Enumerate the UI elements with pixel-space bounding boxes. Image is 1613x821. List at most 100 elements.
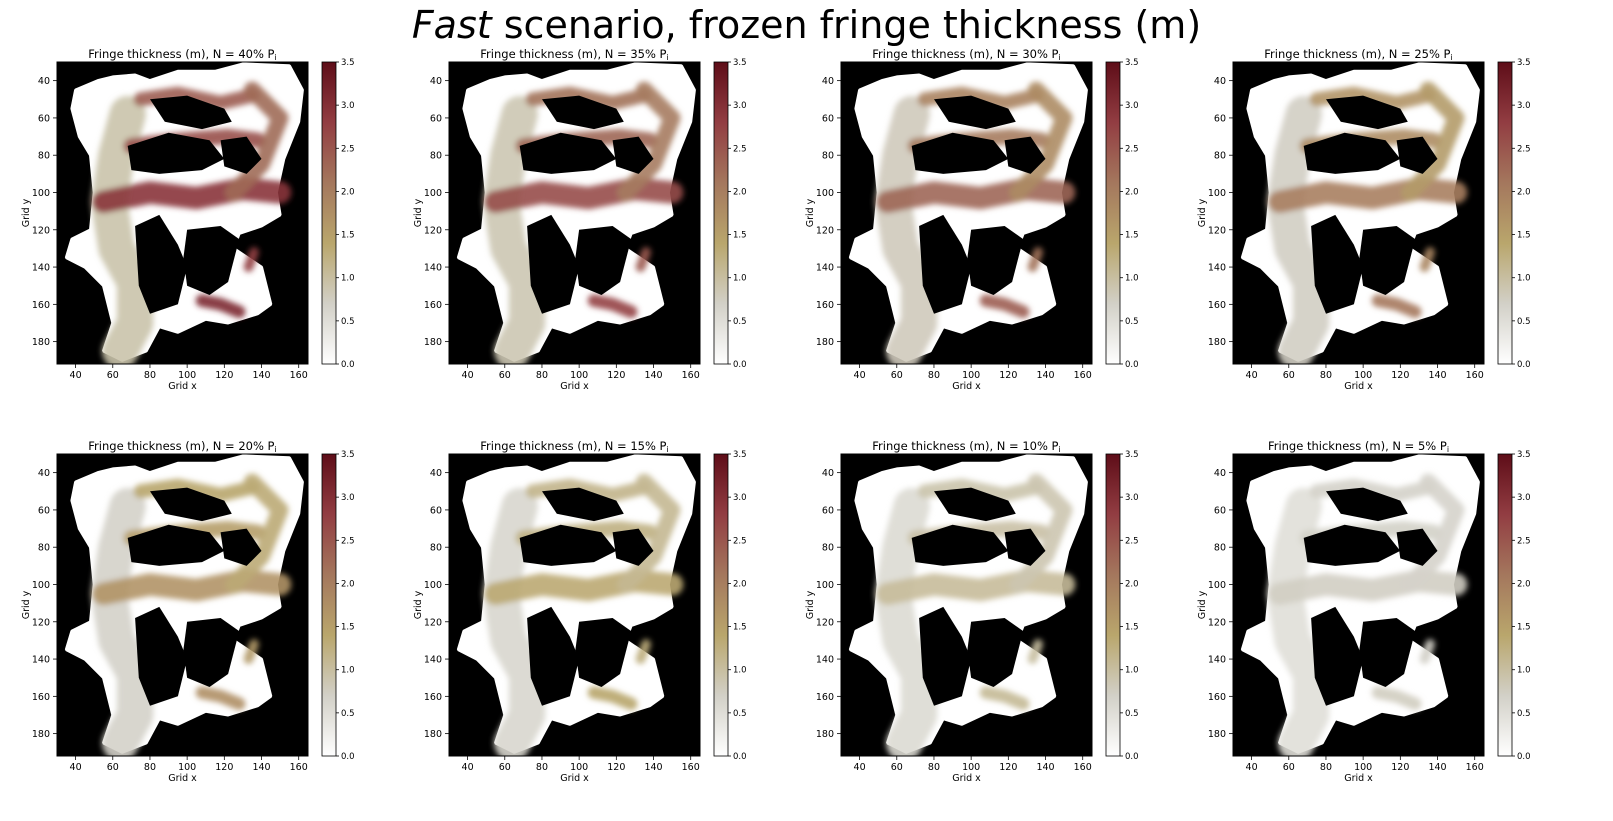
y-tick-label: 100 bbox=[32, 580, 50, 591]
colorbar-tick-label: 0.5 bbox=[733, 317, 747, 327]
x-tick-label: 160 bbox=[290, 762, 308, 773]
subplot-30-percent: Fringe thickness (m), N = 30% Pi 40 60 80 10… bbox=[784, 42, 1164, 402]
y-tick-label: 180 bbox=[424, 729, 442, 740]
fringe-band-6 bbox=[1425, 252, 1431, 267]
colorbar-tick-label: 3.0 bbox=[1125, 101, 1139, 111]
x-tick-label: 40 bbox=[462, 762, 474, 773]
y-tick-label: 80 bbox=[38, 543, 50, 554]
colorbar-tick-label: 0.0 bbox=[1125, 360, 1139, 370]
colorbar-tick-label: 2.5 bbox=[733, 144, 747, 154]
x-tick-label: 80 bbox=[928, 762, 940, 773]
fringe-band-6 bbox=[249, 252, 255, 267]
subplot-10-percent: Fringe thickness (m), N = 10% Pi 40 60 80 10… bbox=[784, 434, 1164, 794]
y-tick-label: 120 bbox=[1208, 225, 1226, 236]
x-tick-label: 60 bbox=[107, 762, 119, 773]
x-tick-label: 100 bbox=[962, 370, 980, 381]
y-tick-label: 40 bbox=[38, 468, 50, 479]
colorbar-tick-label: 1.0 bbox=[1125, 666, 1139, 676]
x-axis-label: Grid x bbox=[952, 773, 981, 784]
y-tick-label: 100 bbox=[32, 188, 50, 199]
fringe-band-1 bbox=[888, 581, 1065, 594]
y-tick-label: 80 bbox=[430, 543, 442, 554]
x-tick-label: 120 bbox=[215, 762, 233, 773]
y-tick-label: 60 bbox=[430, 113, 442, 124]
colorbar-tick-label: 3.5 bbox=[341, 450, 355, 460]
subplot-5-percent: Fringe thickness (m), N = 5% Pi 40 60 80 100… bbox=[1176, 434, 1556, 794]
y-tick-label: 180 bbox=[1208, 729, 1226, 740]
colorbar-tick-label: 3.5 bbox=[733, 58, 747, 68]
y-tick-label: 140 bbox=[424, 263, 442, 274]
y-axis-label: Grid y bbox=[805, 590, 816, 619]
fringe-band-1 bbox=[496, 581, 673, 594]
colorbar-tick-label: 0.5 bbox=[341, 317, 355, 327]
y-tick-label: 60 bbox=[822, 113, 834, 124]
y-tick-label: 180 bbox=[816, 337, 834, 348]
colorbar-tick-label: 1.5 bbox=[1517, 623, 1531, 633]
y-tick-label: 160 bbox=[816, 692, 834, 703]
x-tick-label: 60 bbox=[891, 762, 903, 773]
y-tick-label: 180 bbox=[32, 337, 50, 348]
subplot-title-subscript: i bbox=[666, 53, 668, 62]
colorbar-tick-label: 2.0 bbox=[341, 579, 355, 589]
y-tick-label: 120 bbox=[32, 225, 50, 236]
x-axis-label: Grid x bbox=[560, 773, 589, 784]
subplot-svg: Fringe thickness (m), N = 40% Pi 40 60 80 10… bbox=[0, 42, 380, 402]
subplot-15-percent: Fringe thickness (m), N = 15% Pi 40 60 80 10… bbox=[392, 434, 772, 794]
x-tick-label: 80 bbox=[536, 762, 548, 773]
y-tick-label: 140 bbox=[816, 655, 834, 666]
y-tick-label: 100 bbox=[1208, 188, 1226, 199]
heatmap-image bbox=[841, 62, 1092, 364]
y-tick-label: 140 bbox=[424, 655, 442, 666]
subplot-title: Fringe thickness (m), N = 35% Pi bbox=[480, 47, 668, 62]
subplot-25-percent: Fringe thickness (m), N = 25% Pi 40 60 80 10… bbox=[1176, 42, 1556, 402]
colorbar-tick-label: 0.0 bbox=[733, 360, 747, 370]
y-tick-label: 160 bbox=[1208, 692, 1226, 703]
x-tick-label: 140 bbox=[1036, 762, 1054, 773]
colorbar-tick-label: 2.5 bbox=[1517, 144, 1531, 154]
y-tick-label: 140 bbox=[816, 263, 834, 274]
fringe-band-6 bbox=[641, 252, 647, 267]
heatmap-image bbox=[449, 454, 700, 756]
x-tick-label: 100 bbox=[178, 762, 196, 773]
colorbar-tick-label: 1.5 bbox=[1125, 623, 1139, 633]
x-tick-label: 80 bbox=[928, 370, 940, 381]
y-tick-label: 100 bbox=[424, 188, 442, 199]
colorbar-tick-label: 1.0 bbox=[341, 666, 355, 676]
y-tick-label: 160 bbox=[32, 692, 50, 703]
figure-title-rest: scenario, frozen fringe thickness (m) bbox=[492, 3, 1201, 47]
subplot-title-subscript: i bbox=[274, 445, 276, 454]
colorbar-tick-label: 2.5 bbox=[341, 536, 355, 546]
x-tick-label: 80 bbox=[1320, 762, 1332, 773]
y-tick-label: 40 bbox=[38, 76, 50, 87]
colorbar bbox=[322, 62, 336, 364]
colorbar-tick-label: 3.0 bbox=[1517, 493, 1531, 503]
colorbar bbox=[1106, 454, 1120, 756]
y-tick-label: 180 bbox=[32, 729, 50, 740]
fringe-band-6 bbox=[1033, 644, 1039, 659]
y-tick-label: 140 bbox=[32, 263, 50, 274]
x-tick-label: 40 bbox=[70, 762, 82, 773]
y-tick-label: 120 bbox=[816, 617, 834, 628]
colorbar bbox=[714, 62, 728, 364]
y-tick-label: 120 bbox=[424, 617, 442, 628]
colorbar-tick-label: 2.0 bbox=[733, 187, 747, 197]
y-axis-label: Grid y bbox=[413, 198, 424, 227]
fringe-band-6 bbox=[641, 644, 647, 659]
colorbar-tick-label: 1.0 bbox=[1125, 274, 1139, 284]
x-tick-label: 160 bbox=[1466, 370, 1484, 381]
x-tick-label: 40 bbox=[1246, 762, 1258, 773]
fringe-band-1 bbox=[496, 189, 673, 202]
colorbar-tick-label: 3.5 bbox=[1517, 58, 1531, 68]
x-tick-label: 120 bbox=[607, 370, 625, 381]
subplot-title-subscript: i bbox=[1058, 53, 1060, 62]
x-axis-label: Grid x bbox=[952, 381, 981, 392]
y-tick-label: 40 bbox=[430, 76, 442, 87]
colorbar-tick-label: 2.0 bbox=[1125, 187, 1139, 197]
heatmap-image bbox=[841, 454, 1092, 756]
x-tick-label: 160 bbox=[682, 370, 700, 381]
y-tick-label: 180 bbox=[1208, 337, 1226, 348]
x-tick-label: 100 bbox=[570, 370, 588, 381]
y-tick-label: 160 bbox=[424, 692, 442, 703]
y-tick-label: 180 bbox=[424, 337, 442, 348]
colorbar bbox=[322, 454, 336, 756]
